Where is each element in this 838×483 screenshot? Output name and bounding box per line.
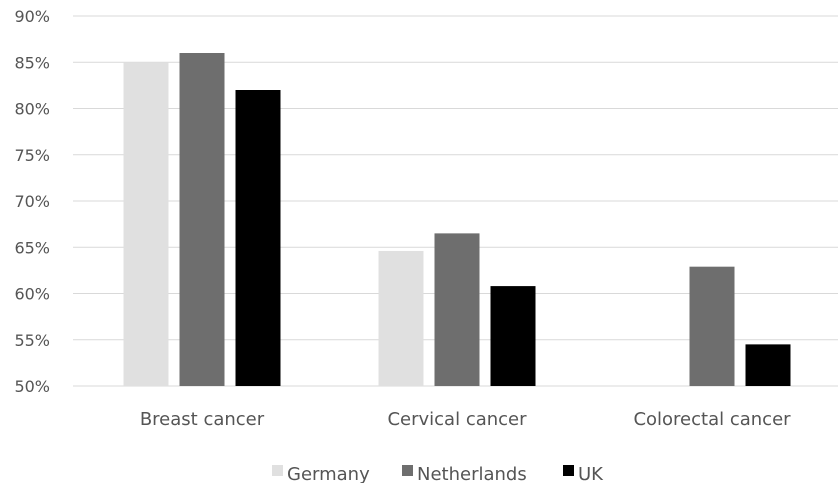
- legend-item-uk: UK: [563, 464, 604, 483]
- legend-label: UK: [578, 464, 604, 483]
- bar-netherlands-breast-cancer: [179, 53, 225, 386]
- x-category-label: Colorectal cancer: [633, 409, 791, 430]
- bar-uk-cervical-cancer: [490, 286, 536, 386]
- bar-uk-breast-cancer: [235, 90, 281, 386]
- legend: Germany Netherlands UK: [272, 464, 604, 483]
- legend-item-germany: Germany: [272, 464, 370, 483]
- bar-germany-breast-cancer: [123, 62, 169, 386]
- bars: [123, 53, 791, 386]
- y-tick-label: 60%: [14, 285, 50, 304]
- y-tick-label: 75%: [14, 146, 50, 165]
- y-tick-label: 50%: [14, 377, 50, 396]
- bar-netherlands-colorectal-cancer: [689, 266, 735, 386]
- legend-swatch: [272, 465, 283, 476]
- y-tick-label: 85%: [14, 53, 50, 72]
- y-tick-label: 65%: [14, 238, 50, 257]
- y-tick-label: 90%: [14, 7, 50, 26]
- legend-label: Netherlands: [417, 464, 527, 483]
- bar-netherlands-cervical-cancer: [434, 233, 480, 386]
- x-category-label: Breast cancer: [140, 409, 265, 430]
- y-tick-label: 80%: [14, 100, 50, 119]
- y-tick-label: 70%: [14, 192, 50, 211]
- legend-label: Germany: [287, 464, 370, 483]
- legend-item-netherlands: Netherlands: [402, 464, 527, 483]
- bar-germany-cervical-cancer: [378, 250, 424, 386]
- legend-swatch: [402, 465, 413, 476]
- y-axis-ticks: 50% 55% 60% 65% 70% 75% 80% 85% 90%: [14, 7, 50, 396]
- x-category-label: Cervical cancer: [387, 409, 527, 430]
- legend-swatch: [563, 465, 574, 476]
- bar-uk-colorectal-cancer: [745, 344, 791, 386]
- y-tick-label: 55%: [14, 331, 50, 350]
- x-axis-categories: Breast cancer Cervical cancer Colorectal c…: [140, 409, 791, 430]
